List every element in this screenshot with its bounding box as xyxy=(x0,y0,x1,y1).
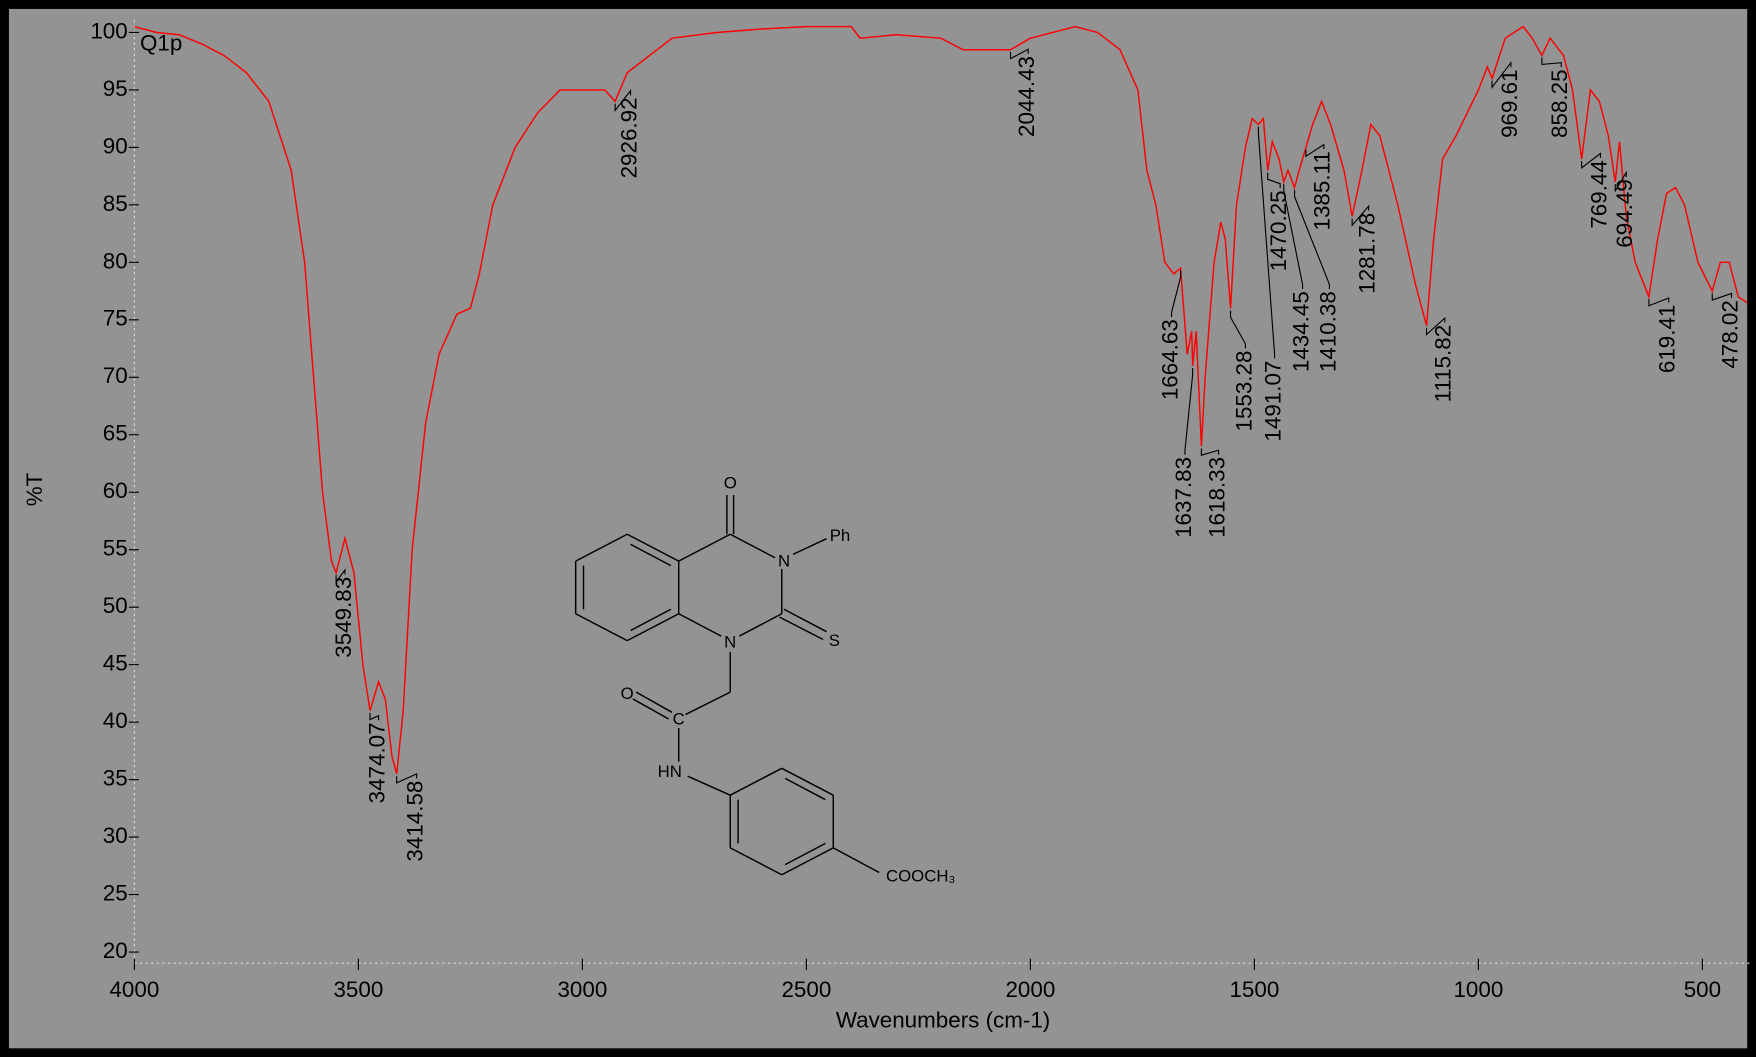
y-tick-label: 50 xyxy=(103,593,128,618)
x-tick-label: 3500 xyxy=(333,977,383,1002)
atom-label: O xyxy=(621,684,634,703)
peak-leader xyxy=(369,712,380,721)
peak-leader xyxy=(1283,184,1304,289)
atom-label: S xyxy=(829,631,840,650)
peak-label: 3474.07 xyxy=(364,722,389,803)
peak-leader xyxy=(335,568,346,584)
atom-label: N xyxy=(778,552,790,571)
x-tick-label: 1000 xyxy=(1453,977,1503,1002)
atom-label: COOCH₃ xyxy=(886,866,955,885)
x-tick-label: 2000 xyxy=(1005,977,1055,1002)
peak-leader xyxy=(1293,189,1331,289)
peak-label: 619.41 xyxy=(1655,305,1680,373)
y-tick-label: 75 xyxy=(103,306,128,331)
y-tick-label: 80 xyxy=(103,248,128,273)
y-tick-label: 90 xyxy=(103,133,128,158)
peak-leader xyxy=(1200,448,1220,456)
x-tick-label: 2500 xyxy=(781,977,831,1002)
spectrum-line xyxy=(134,25,1748,775)
y-tick-label: 20 xyxy=(103,938,128,963)
peak-leader xyxy=(1491,61,1512,90)
atom-label: O xyxy=(724,473,737,492)
peak-leader xyxy=(1009,48,1029,60)
peak-leader xyxy=(1541,57,1562,68)
y-tick-label: 65 xyxy=(103,421,128,446)
peak-label: 1618.33 xyxy=(1204,457,1229,538)
x-tick-label: 1500 xyxy=(1229,977,1279,1002)
peak-label: 1385.11 xyxy=(1310,151,1335,230)
peak-leader xyxy=(1267,172,1281,189)
atom-label: HN xyxy=(658,762,682,781)
peak-leader xyxy=(1184,368,1194,455)
x-axis-label: Wavenumbers (cm-1) xyxy=(836,1007,1050,1032)
peak-label: 1553.28 xyxy=(1231,351,1256,432)
peak-leader xyxy=(1170,270,1182,317)
atom-label: C xyxy=(673,710,685,729)
y-tick-label: 45 xyxy=(103,651,128,676)
y-tick-label: 95 xyxy=(103,76,128,101)
peak-leader xyxy=(1351,204,1370,227)
peak-label: 858.25 xyxy=(1547,69,1572,137)
peak-label: 769.44 xyxy=(1586,160,1611,228)
atom-label: N xyxy=(724,632,736,651)
y-tick-label: 25 xyxy=(103,880,128,905)
y-axis-label: %T xyxy=(22,472,47,506)
y-tick-label: 55 xyxy=(103,536,128,561)
peak-label: 2926.92 xyxy=(616,97,641,178)
y-tick-label: 100 xyxy=(90,18,127,43)
y-tick-label: 40 xyxy=(103,708,128,733)
peak-leader xyxy=(396,773,418,784)
peak-label: 1664.63 xyxy=(1157,319,1182,400)
peak-leader xyxy=(1648,297,1670,307)
peak-label: 478.02 xyxy=(1717,300,1742,368)
peak-label: 3414.58 xyxy=(403,781,428,862)
peak-label: 2044.43 xyxy=(1014,56,1039,137)
peak-label: 1470.25 xyxy=(1266,190,1291,271)
x-tick-label: 500 xyxy=(1684,977,1721,1002)
peak-label: 1637.83 xyxy=(1171,457,1196,538)
y-tick-label: 60 xyxy=(103,478,128,503)
atom-label: Ph xyxy=(830,526,851,545)
structure: O N Ph S N O C HN COOCH₃ xyxy=(574,473,955,885)
peak-leader xyxy=(1711,292,1733,301)
background xyxy=(8,8,1748,1049)
peak-leader xyxy=(1425,316,1446,336)
peak-leader xyxy=(1257,126,1276,359)
peak-leader xyxy=(614,89,632,112)
peak-label: 1434.45 xyxy=(1288,291,1313,372)
peak-leader xyxy=(1229,310,1247,349)
peak-label: 1115.82 xyxy=(1431,325,1456,403)
x-tick-label: 4000 xyxy=(109,977,159,1002)
peak-label: 3549.83 xyxy=(331,577,356,658)
peak-label: 969.61 xyxy=(1497,69,1522,137)
y-tick-label: 35 xyxy=(103,766,128,791)
y-tick-label: 70 xyxy=(103,363,128,388)
peak-label: 1281.78 xyxy=(1355,213,1380,294)
peak-label: 1410.38 xyxy=(1315,291,1340,372)
peak-leader xyxy=(1581,152,1602,169)
y-tick-label: 85 xyxy=(103,191,128,216)
peak-leader xyxy=(1305,143,1325,158)
x-tick-label: 3000 xyxy=(557,977,607,1002)
peak-label: 694.49 xyxy=(1612,179,1637,247)
peak-leader xyxy=(1614,170,1627,193)
y-tick-label: 30 xyxy=(103,823,128,848)
peak-label: 1491.07 xyxy=(1260,361,1285,442)
